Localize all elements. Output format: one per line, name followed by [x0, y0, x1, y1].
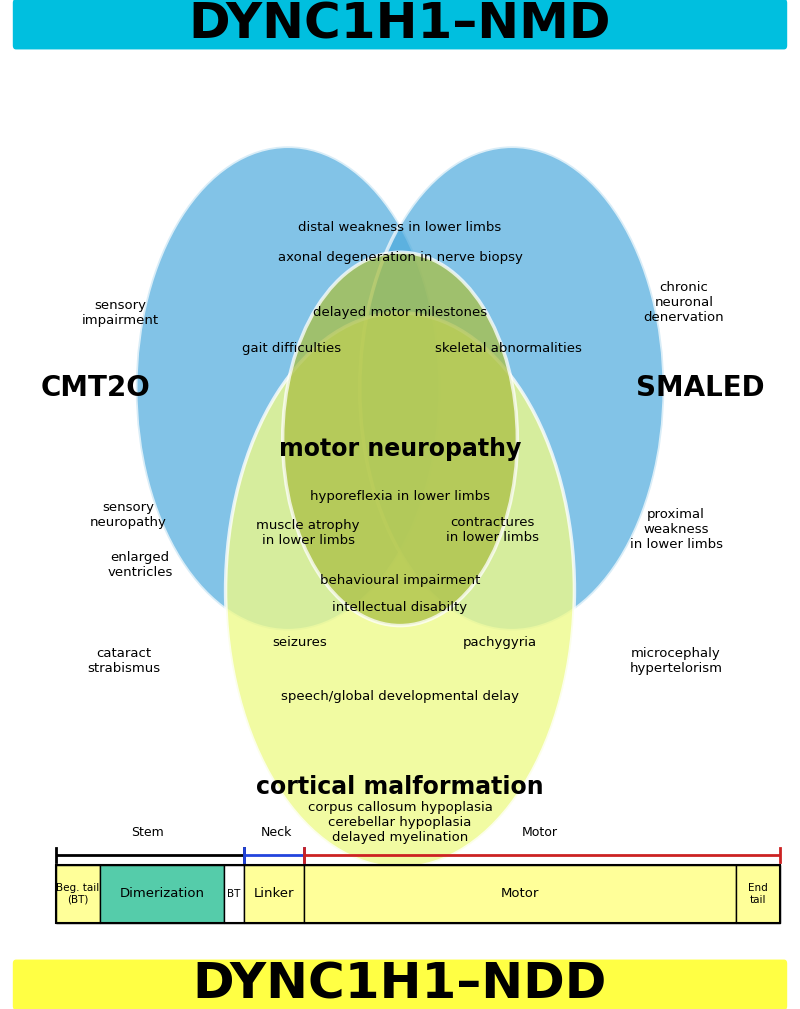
Bar — [244, 865, 304, 923]
Ellipse shape — [136, 146, 440, 631]
Text: cataract
strabismus: cataract strabismus — [87, 647, 161, 675]
Text: End
tail: End tail — [748, 883, 768, 905]
Text: Dimerization: Dimerization — [119, 888, 205, 900]
Text: axonal degeneration in nerve biopsy: axonal degeneration in nerve biopsy — [278, 251, 522, 263]
Text: proximal
weakness
in lower limbs: proximal weakness in lower limbs — [630, 509, 722, 551]
Text: Neck: Neck — [260, 826, 292, 839]
Bar — [56, 865, 780, 923]
Text: motor neuropathy: motor neuropathy — [279, 437, 521, 461]
Text: enlarged
ventricles: enlarged ventricles — [107, 551, 173, 579]
Text: hyporeflexia in lower limbs: hyporeflexia in lower limbs — [310, 490, 490, 502]
Text: microcephaly
hypertelorism: microcephaly hypertelorism — [630, 647, 722, 675]
Bar — [56, 865, 100, 923]
Ellipse shape — [282, 252, 518, 626]
Text: cortical malformation: cortical malformation — [256, 775, 544, 799]
FancyBboxPatch shape — [13, 0, 787, 49]
Bar — [224, 865, 244, 923]
Bar — [100, 865, 224, 923]
Text: delayed motor milestones: delayed motor milestones — [313, 307, 487, 319]
Text: pachygyria: pachygyria — [463, 637, 537, 649]
Text: corpus callosum hypoplasia
cerebellar hypoplasia
delayed myelination: corpus callosum hypoplasia cerebellar hy… — [307, 801, 493, 844]
Text: sensory
impairment: sensory impairment — [82, 299, 158, 327]
Bar — [736, 865, 780, 923]
Ellipse shape — [360, 146, 664, 631]
Text: BT: BT — [227, 889, 241, 899]
Text: Stem: Stem — [132, 826, 164, 839]
Text: muscle atrophy
in lower limbs: muscle atrophy in lower limbs — [256, 519, 360, 547]
FancyBboxPatch shape — [13, 960, 787, 1009]
Text: skeletal abnormalities: skeletal abnormalities — [434, 342, 582, 354]
Text: gait difficulties: gait difficulties — [242, 342, 342, 354]
Ellipse shape — [226, 313, 574, 868]
Text: SMALED: SMALED — [636, 374, 764, 403]
Text: CMT2O: CMT2O — [41, 374, 151, 403]
Text: contractures
in lower limbs: contractures in lower limbs — [446, 516, 538, 544]
Text: speech/global developmental delay: speech/global developmental delay — [281, 690, 519, 702]
Text: sensory
neuropathy: sensory neuropathy — [90, 500, 166, 529]
Text: distal weakness in lower limbs: distal weakness in lower limbs — [298, 221, 502, 233]
Text: Motor: Motor — [501, 888, 539, 900]
Text: Beg. tail
(BT): Beg. tail (BT) — [56, 883, 100, 905]
Text: Linker: Linker — [254, 888, 294, 900]
Text: behavioural impairment: behavioural impairment — [320, 574, 480, 586]
Text: DYNC1H1–NDD: DYNC1H1–NDD — [193, 961, 607, 1009]
Text: DYNC1H1–NMD: DYNC1H1–NMD — [189, 0, 611, 48]
Text: chronic
neuronal
denervation: chronic neuronal denervation — [644, 282, 724, 324]
Text: seizures: seizures — [273, 637, 327, 649]
Text: intellectual disabilty: intellectual disabilty — [333, 601, 467, 613]
Text: Motor: Motor — [522, 826, 558, 839]
Bar — [304, 865, 736, 923]
